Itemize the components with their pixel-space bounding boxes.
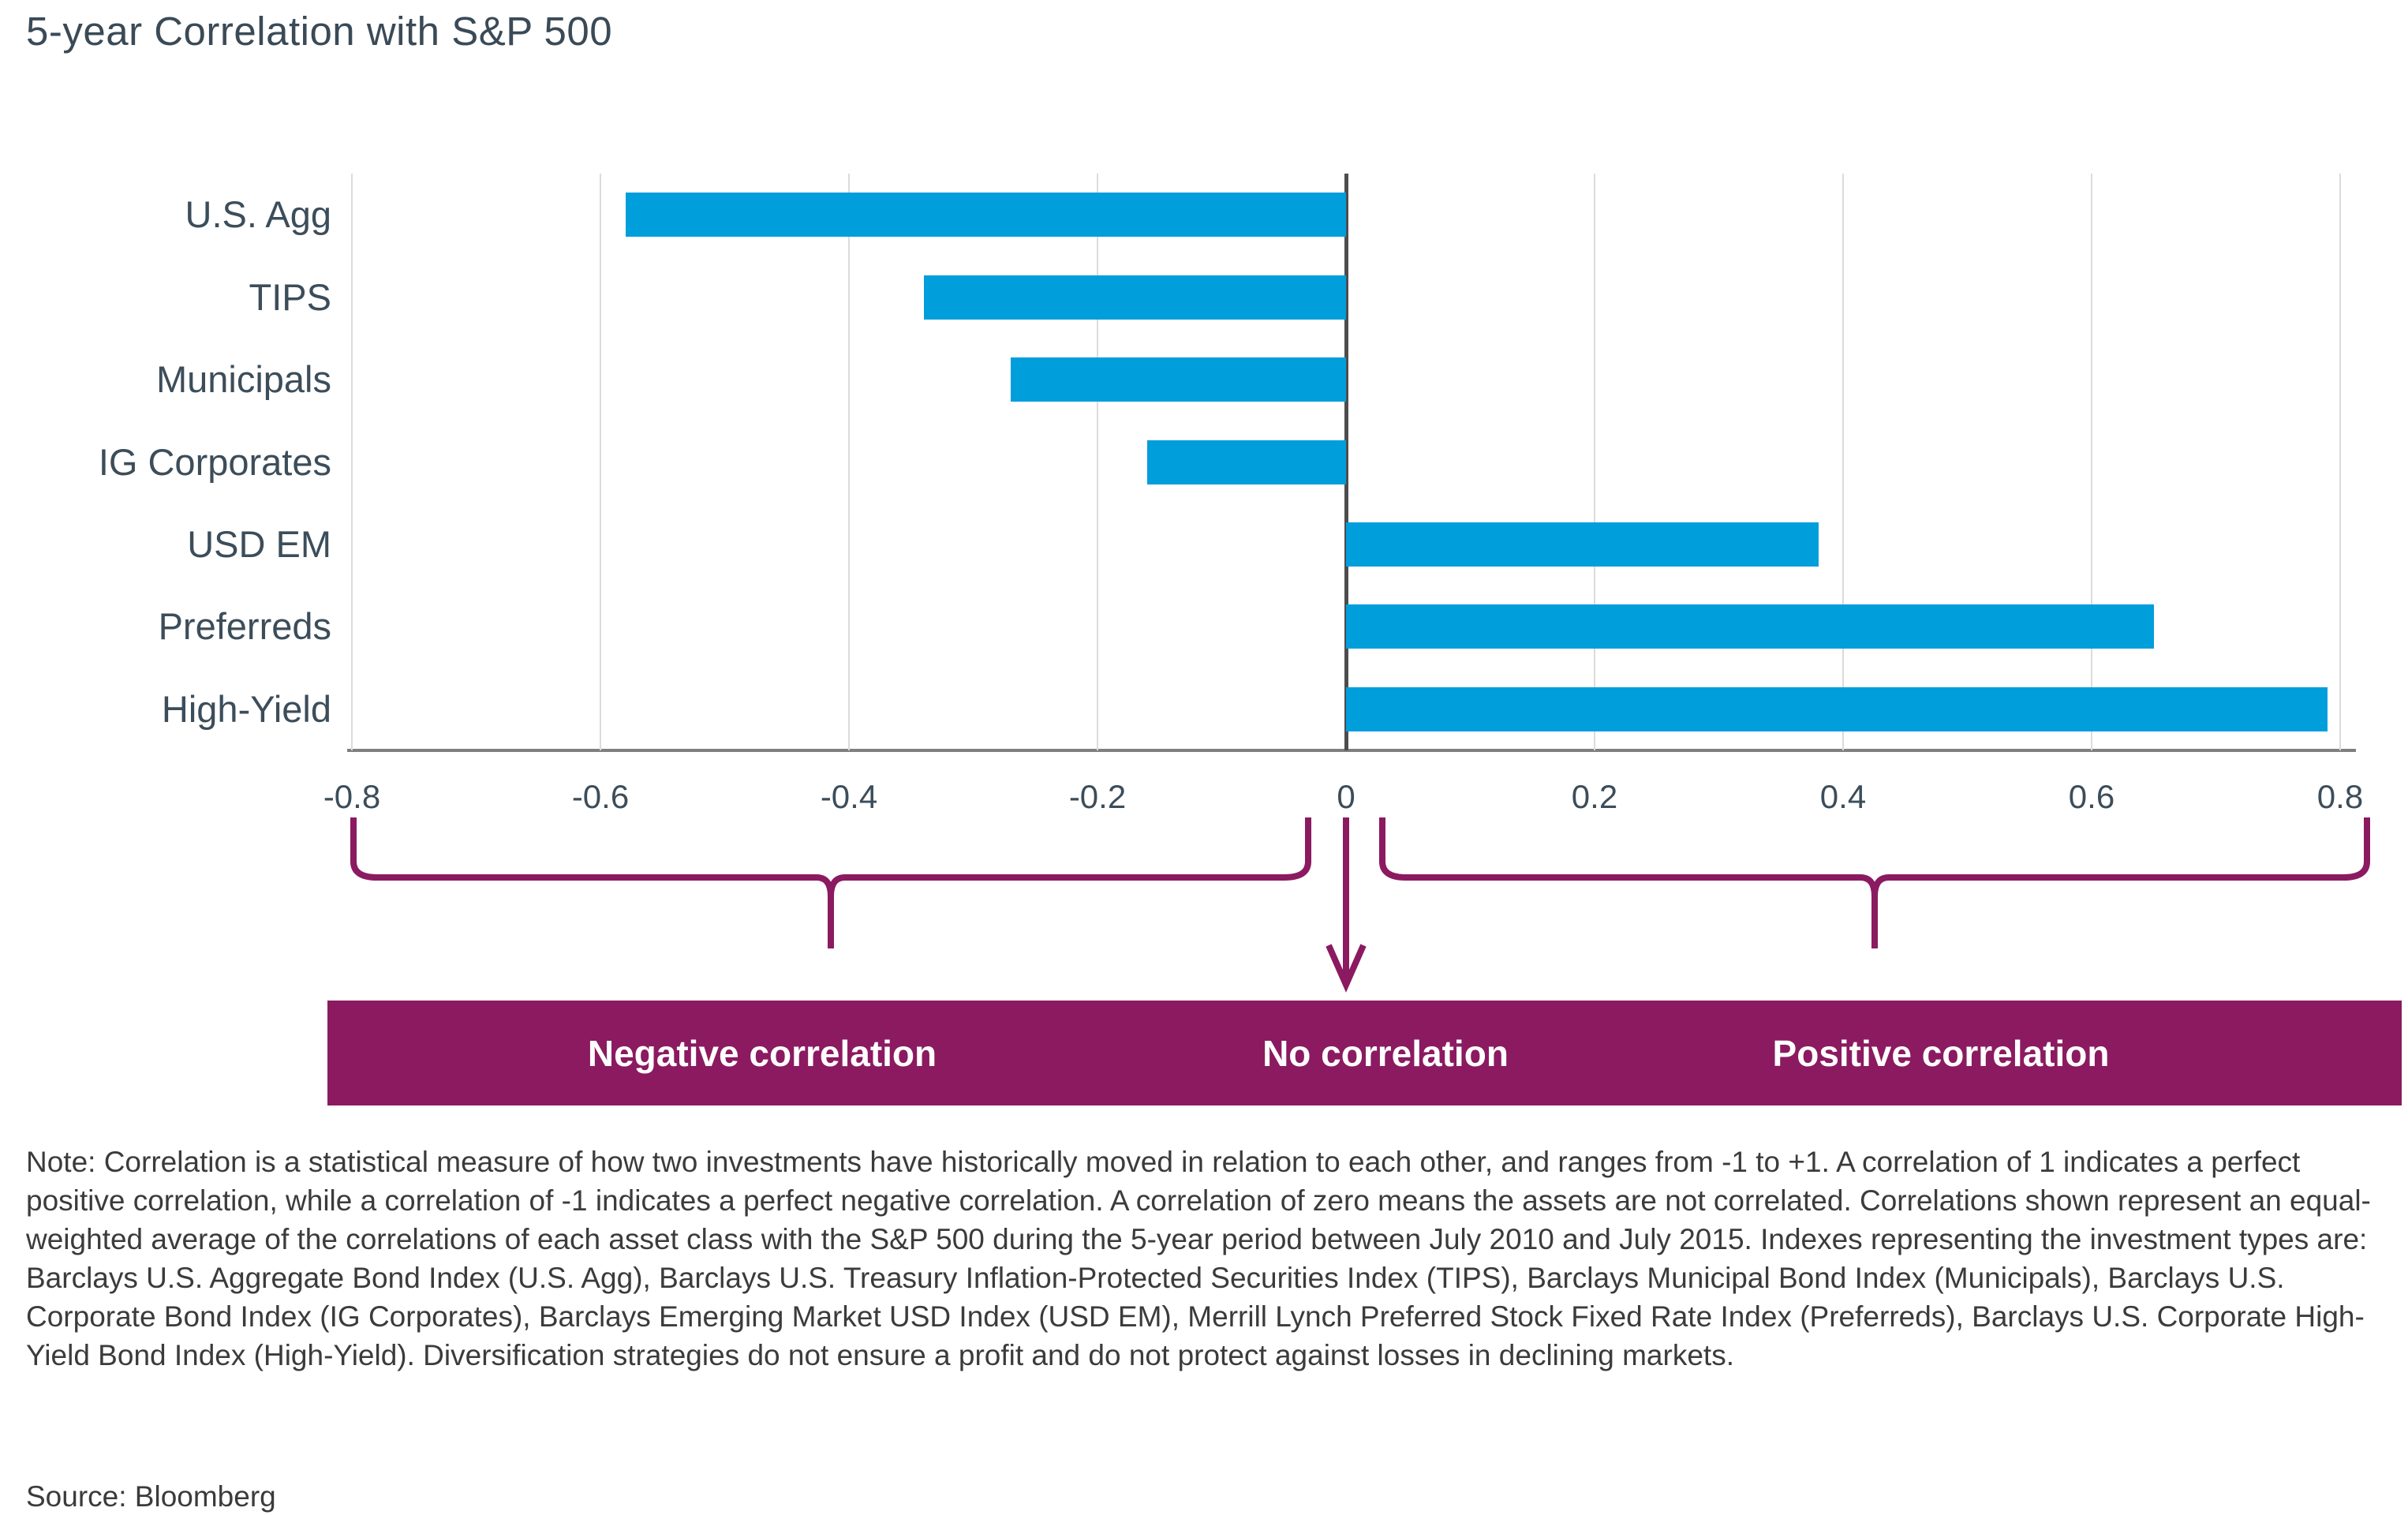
negative-range-brace [350,817,1311,948]
no-correlation-label: No correlation [1262,1032,1509,1074]
bar-u-s-agg [625,193,1346,238]
gridline-0.4 [1842,174,1844,750]
gridline--0.6 [600,174,601,750]
category-label-preferreds: Preferreds [158,605,331,648]
x-tick-label-0: 0 [1337,778,1355,815]
gridline--0.4 [848,174,850,750]
category-label-tips: TIPS [249,275,331,318]
x-tick-label--0.6: -0.6 [571,778,630,815]
zero-gridline [1344,174,1348,750]
zero-arrow [1326,817,1367,993]
footnote-text: Note: Correlation is a statistical measu… [26,1146,2371,1371]
bar-ig-corporates [1147,440,1346,484]
positive-range-brace [1379,817,2370,948]
bar-usd-em [1346,522,1819,567]
bar-preferreds [1346,604,2154,649]
x-tick-label-0.6: 0.6 [2068,778,2115,815]
gridline--0.8 [351,174,353,750]
correlation-banner: Negative correlation No correlation Posi… [327,1001,2402,1105]
x-tick-label--0.4: -0.4 [820,778,878,815]
category-label-usd-em: USD EM [187,522,331,565]
x-tick-label--0.2: -0.2 [1068,778,1127,815]
bar-municipals [1010,357,1346,402]
category-label-u-s-agg: U.S. Agg [185,193,332,236]
category-label-ig-corporates: IG Corporates [98,440,331,483]
category-label-high-yield: High-Yield [161,687,331,730]
negative-correlation-label: Negative correlation [587,1032,937,1074]
x-tick-label-0.4: 0.4 [1819,778,1867,815]
chart-title: 5-year Correlation with S&P 500 [26,9,613,54]
x-tick-label-0.8: 0.8 [2316,778,2364,815]
bar-high-yield [1346,686,2328,731]
gridline-0.8 [2339,174,2341,750]
x-tick-label--0.8: -0.8 [323,778,381,815]
bar-tips [923,275,1346,320]
x-axis-line [347,749,2356,752]
positive-correlation-label: Positive correlation [1772,1032,2110,1074]
source-text: Source: Bloomberg [26,1480,276,1513]
gridline-0.6 [2091,174,2092,750]
category-label-municipals: Municipals [155,358,331,401]
gridline-0.2 [1594,174,1595,750]
gridline--0.2 [1097,174,1098,750]
x-tick-label-0.2: 0.2 [1571,778,1618,815]
